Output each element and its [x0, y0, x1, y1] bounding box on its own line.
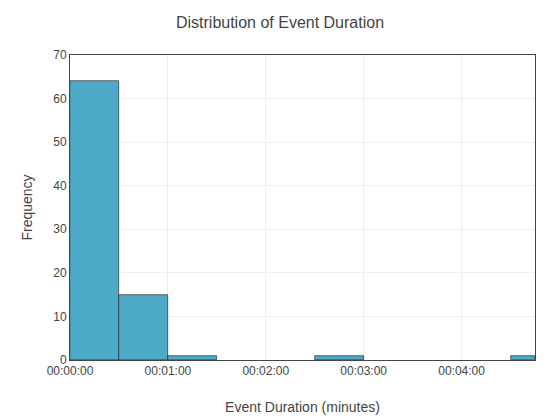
- svg-text:50: 50: [53, 135, 67, 149]
- svg-text:00:00:00: 00:00:00: [47, 364, 94, 378]
- svg-text:00:02:00: 00:02:00: [242, 364, 289, 378]
- svg-text:Frequency: Frequency: [19, 174, 35, 240]
- svg-text:00:01:00: 00:01:00: [145, 364, 192, 378]
- svg-text:00:04:00: 00:04:00: [438, 364, 485, 378]
- svg-text:60: 60: [53, 92, 67, 106]
- svg-text:0: 0: [60, 353, 67, 367]
- svg-text:40: 40: [53, 179, 67, 193]
- svg-text:Distribution of Event Duration: Distribution of Event Duration: [176, 14, 384, 31]
- svg-text:70: 70: [53, 48, 67, 62]
- svg-text:10: 10: [53, 310, 67, 324]
- svg-text:Event Duration (minutes): Event Duration (minutes): [225, 399, 380, 415]
- svg-text:30: 30: [53, 222, 67, 236]
- svg-text:00:03:00: 00:03:00: [340, 364, 387, 378]
- svg-text:20: 20: [53, 266, 67, 280]
